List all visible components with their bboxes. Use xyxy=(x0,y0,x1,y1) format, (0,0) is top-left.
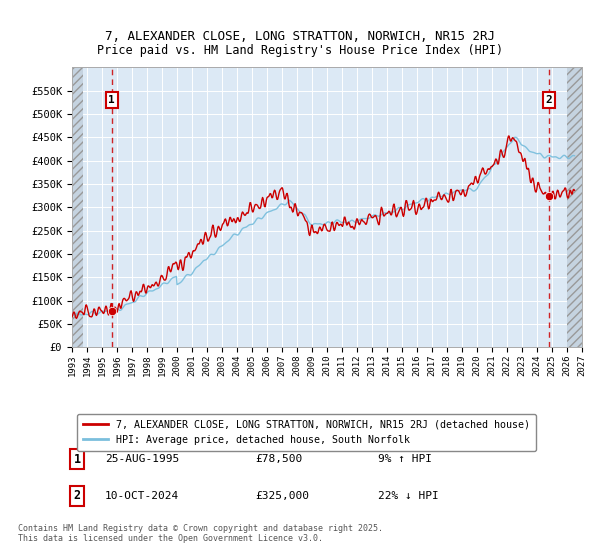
Text: £78,500: £78,500 xyxy=(256,454,303,464)
Text: 10-OCT-2024: 10-OCT-2024 xyxy=(105,491,179,501)
Text: 2: 2 xyxy=(74,489,80,502)
Bar xyxy=(567,67,582,347)
Text: Contains HM Land Registry data © Crown copyright and database right 2025.
This d: Contains HM Land Registry data © Crown c… xyxy=(18,524,383,543)
Text: 2: 2 xyxy=(545,95,552,105)
Bar xyxy=(72,67,83,347)
Legend: 7, ALEXANDER CLOSE, LONG STRATTON, NORWICH, NR15 2RJ (detached house), HPI: Aver: 7, ALEXANDER CLOSE, LONG STRATTON, NORWI… xyxy=(77,414,536,451)
Text: 22% ↓ HPI: 22% ↓ HPI xyxy=(378,491,439,501)
Text: Price paid vs. HM Land Registry's House Price Index (HPI): Price paid vs. HM Land Registry's House … xyxy=(97,44,503,57)
Text: 1: 1 xyxy=(109,95,115,105)
Text: 25-AUG-1995: 25-AUG-1995 xyxy=(105,454,179,464)
Text: 7, ALEXANDER CLOSE, LONG STRATTON, NORWICH, NR15 2RJ: 7, ALEXANDER CLOSE, LONG STRATTON, NORWI… xyxy=(105,30,495,43)
Text: £325,000: £325,000 xyxy=(256,491,310,501)
Text: 1: 1 xyxy=(74,452,80,466)
Text: 9% ↑ HPI: 9% ↑ HPI xyxy=(378,454,432,464)
